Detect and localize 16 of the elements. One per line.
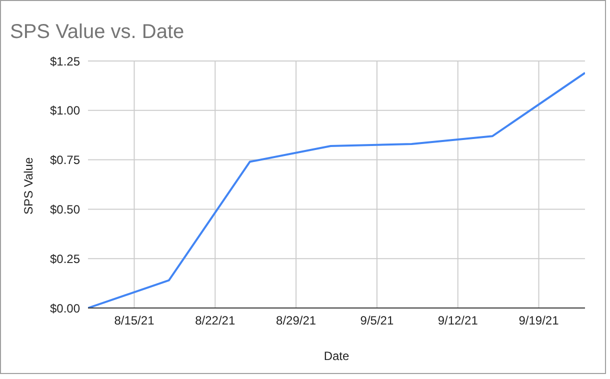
x-tick-label: 9/12/21 (438, 314, 478, 328)
x-tick-label: 8/22/21 (195, 314, 236, 328)
line-series (88, 72, 585, 308)
x-tick-label: 9/19/21 (518, 314, 560, 328)
chart-title: SPS Value vs. Date (10, 21, 184, 44)
x-tick-label: 8/29/21 (276, 314, 316, 328)
y-tick-label: $1.25 (50, 54, 80, 68)
x-axis-title: Date (324, 349, 350, 363)
y-axis-title: SPS Value (21, 157, 36, 214)
y-tick-label: $0.75 (50, 153, 80, 168)
y-tick-label: $0.00 (50, 301, 80, 316)
x-tick-label: 8/15/21 (114, 314, 155, 328)
y-tick-label: $1.00 (50, 104, 80, 118)
y-tick-label: $0.25 (50, 252, 80, 266)
y-tick-label: $0.50 (50, 202, 80, 216)
x-tick-label: 9/5/21 (360, 314, 394, 328)
